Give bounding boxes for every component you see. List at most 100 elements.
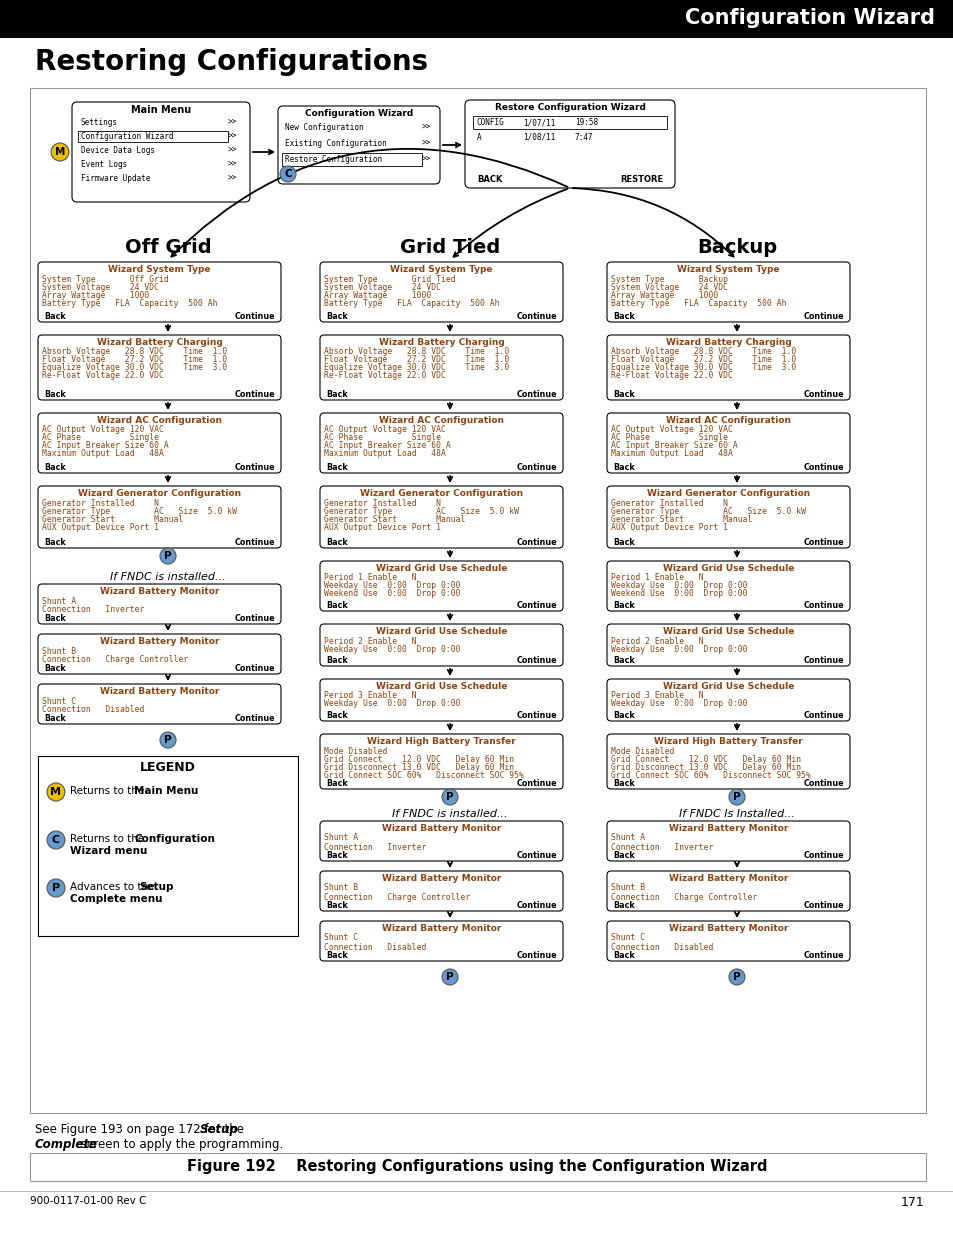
Text: RESTORE: RESTORE [619, 175, 662, 184]
Text: Continue: Continue [802, 656, 843, 664]
Text: Connection   Disabled: Connection Disabled [42, 705, 144, 715]
Text: Back: Back [44, 664, 66, 673]
Text: AC Output Voltage 120 VAC: AC Output Voltage 120 VAC [324, 426, 445, 435]
FancyBboxPatch shape [606, 487, 849, 548]
FancyBboxPatch shape [38, 684, 281, 724]
Text: Back: Back [44, 714, 66, 722]
Text: Absorb Voltage   28.8 VDC    Time  1.0: Absorb Voltage 28.8 VDC Time 1.0 [324, 347, 509, 357]
Text: Continue: Continue [802, 538, 843, 547]
Text: Maximum Output Load   48A: Maximum Output Load 48A [42, 450, 164, 458]
Text: Generator Installed    N: Generator Installed N [42, 499, 159, 508]
Text: Continue: Continue [802, 711, 843, 720]
FancyBboxPatch shape [277, 106, 439, 184]
Text: P: P [446, 792, 454, 802]
Text: P: P [51, 883, 60, 893]
Text: Wizard Grid Use Schedule: Wizard Grid Use Schedule [375, 564, 507, 573]
Text: Continue: Continue [234, 614, 274, 622]
Text: Continue: Continue [516, 711, 557, 720]
Text: M: M [54, 147, 65, 157]
Text: C: C [284, 169, 292, 179]
Circle shape [280, 165, 295, 182]
Text: Wizard AC Configuration: Wizard AC Configuration [665, 416, 790, 425]
FancyBboxPatch shape [606, 561, 849, 611]
Text: Back: Back [326, 312, 348, 321]
Text: Continue: Continue [516, 951, 557, 960]
Text: If FNDC is installed...: If FNDC is installed... [111, 572, 226, 582]
Text: AC Phase          Single: AC Phase Single [610, 433, 727, 442]
Text: >>: >> [228, 132, 237, 141]
Text: Connection   Inverter: Connection Inverter [42, 605, 144, 615]
Text: Weekday Use  0:00  Drop 0:00: Weekday Use 0:00 Drop 0:00 [324, 582, 460, 590]
Text: 19:58: 19:58 [575, 119, 598, 127]
FancyBboxPatch shape [319, 921, 562, 961]
Text: Wizard Grid Use Schedule: Wizard Grid Use Schedule [375, 627, 507, 636]
Text: Array Wattage     1000: Array Wattage 1000 [42, 290, 149, 300]
Text: 1/08/11: 1/08/11 [522, 133, 555, 142]
Text: Grid Tied: Grid Tied [399, 238, 499, 257]
Text: Back: Back [613, 951, 634, 960]
Text: Shunt A: Shunt A [324, 834, 357, 842]
FancyBboxPatch shape [319, 821, 562, 861]
Text: Continue: Continue [516, 851, 557, 860]
Text: Weekday Use  0:00  Drop 0:00: Weekday Use 0:00 Drop 0:00 [610, 699, 747, 709]
Circle shape [47, 783, 65, 802]
Text: System Voltage    24 VDC: System Voltage 24 VDC [324, 283, 440, 291]
Text: Back: Back [326, 390, 348, 399]
Text: Continue: Continue [516, 538, 557, 547]
Text: Period 1 Enable   N: Period 1 Enable N [610, 573, 703, 583]
Text: If FNDC Is Installed...: If FNDC Is Installed... [679, 809, 794, 819]
Circle shape [160, 732, 175, 748]
FancyBboxPatch shape [606, 624, 849, 666]
Text: Mode Disabled: Mode Disabled [610, 746, 674, 756]
Circle shape [441, 969, 457, 986]
Text: Maximum Output Load   48A: Maximum Output Load 48A [610, 450, 732, 458]
Text: AUX Output Device Port 1: AUX Output Device Port 1 [324, 522, 440, 531]
Text: AC Phase          Single: AC Phase Single [42, 433, 159, 442]
Text: Continue: Continue [234, 714, 274, 722]
Text: Connection   Inverter: Connection Inverter [324, 842, 426, 851]
Text: Back: Back [44, 538, 66, 547]
FancyBboxPatch shape [319, 335, 562, 400]
Text: 1/07/11: 1/07/11 [522, 119, 555, 127]
Text: Continue: Continue [234, 664, 274, 673]
Text: Connection   Disabled: Connection Disabled [324, 942, 426, 951]
Text: Back: Back [613, 463, 634, 472]
Text: Mode Disabled: Mode Disabled [324, 746, 387, 756]
Text: System Type       Grid Tied: System Type Grid Tied [324, 274, 456, 284]
Text: Weekday Use  0:00  Drop 0:00: Weekday Use 0:00 Drop 0:00 [610, 645, 747, 653]
Bar [282, 153, 421, 165]
Text: Firmware Update: Firmware Update [81, 174, 151, 183]
Text: BACK: BACK [476, 175, 502, 184]
Text: Shunt B: Shunt B [610, 883, 644, 893]
Text: Wizard Battery Monitor: Wizard Battery Monitor [381, 874, 500, 883]
Text: Weekend Use  0:00  Drop 0:00: Weekend Use 0:00 Drop 0:00 [610, 589, 747, 599]
Text: Returns to the: Returns to the [70, 785, 148, 797]
Text: System Voltage    24 VDC: System Voltage 24 VDC [610, 283, 727, 291]
Text: Connection   Inverter: Connection Inverter [610, 842, 713, 851]
Text: Equalize Voltage 30.0 VDC    Time  3.0: Equalize Voltage 30.0 VDC Time 3.0 [42, 363, 227, 373]
Text: Shunt A: Shunt A [42, 597, 76, 605]
Text: >>: >> [421, 140, 431, 148]
Text: Continue: Continue [802, 312, 843, 321]
Text: Restoring Configurations: Restoring Configurations [35, 48, 428, 77]
Text: AC Output Voltage 120 VAC: AC Output Voltage 120 VAC [610, 426, 732, 435]
Text: Back: Back [326, 851, 348, 860]
Text: Settings: Settings [81, 119, 118, 127]
Text: Configuration Wizard: Configuration Wizard [305, 109, 413, 119]
Text: Back: Back [326, 779, 348, 788]
Text: Array Wattage     1000: Array Wattage 1000 [610, 290, 718, 300]
Text: Continue: Continue [516, 656, 557, 664]
Text: Connection   Charge Controller: Connection Charge Controller [324, 893, 470, 902]
Text: AC Input Breaker Size 60 A: AC Input Breaker Size 60 A [610, 441, 737, 451]
Text: Back: Back [326, 656, 348, 664]
FancyBboxPatch shape [606, 821, 849, 861]
Text: AC Input Breaker Size 60 A: AC Input Breaker Size 60 A [42, 441, 169, 451]
Text: Restore Configuration: Restore Configuration [285, 156, 382, 164]
Text: AC Phase          Single: AC Phase Single [324, 433, 440, 442]
Text: Back: Back [326, 951, 348, 960]
Text: 900-0117-01-00 Rev C: 900-0117-01-00 Rev C [30, 1195, 146, 1207]
Text: Period 1 Enable   N: Period 1 Enable N [324, 573, 416, 583]
Text: Grid Connect    12.0 VDC   Delay 60 Min: Grid Connect 12.0 VDC Delay 60 Min [324, 755, 514, 763]
Text: Back: Back [613, 902, 634, 910]
Text: Wizard Grid Use Schedule: Wizard Grid Use Schedule [662, 627, 793, 636]
